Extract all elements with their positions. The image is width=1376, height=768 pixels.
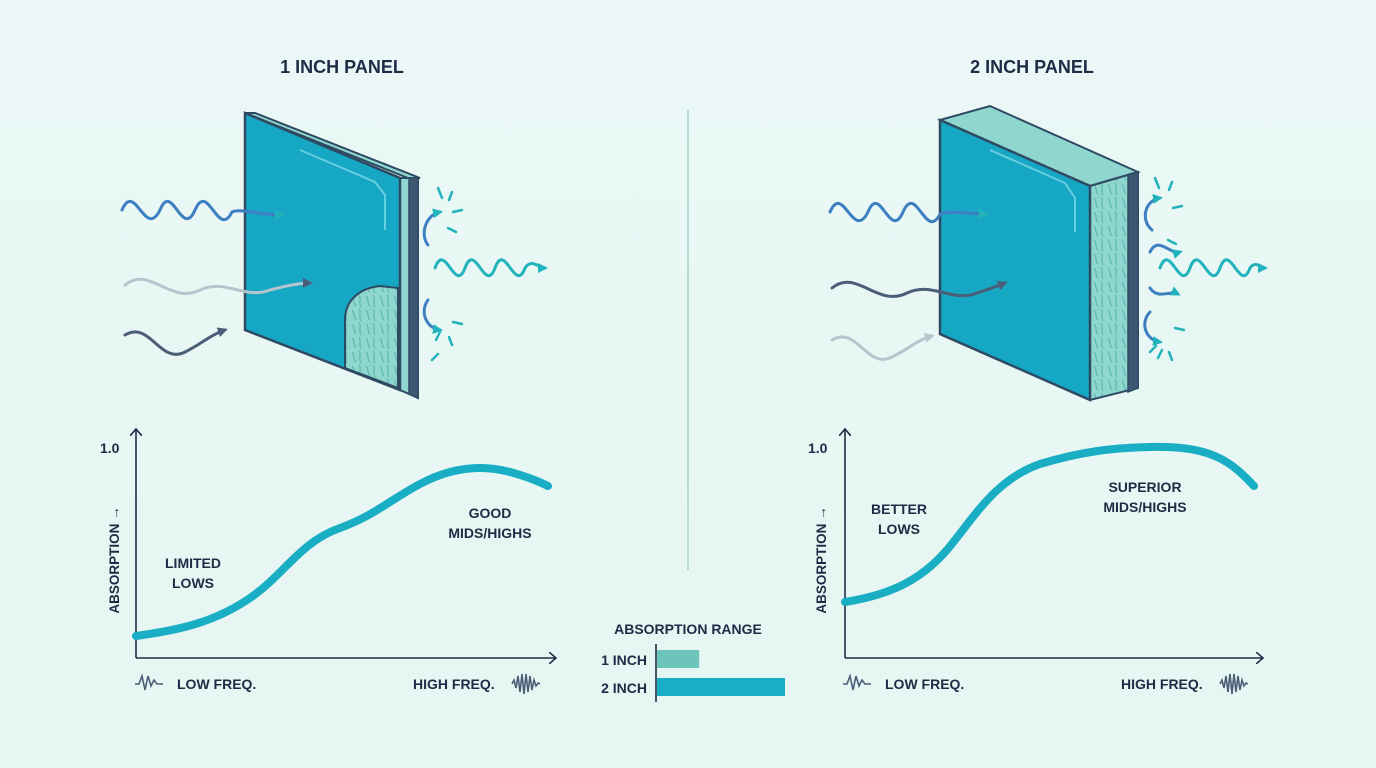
range-title: ABSORPTION RANGE xyxy=(614,621,762,637)
left-low-freq-icon xyxy=(135,673,163,691)
right-mid-wave xyxy=(830,280,1008,298)
right-note-high-2: MIDS/HIGHS xyxy=(1103,499,1186,515)
left-panel-title: 1 INCH PANEL xyxy=(280,57,404,77)
left-incoming-waves xyxy=(120,200,313,356)
left-note-high-1: GOOD xyxy=(469,505,512,521)
absorption-range-legend: ABSORPTION RANGE 1 INCH 2 INCH xyxy=(601,621,785,702)
left-graph: 1.0 ABSORPTION → LIMITED LOWS GOOD MIDS/… xyxy=(100,430,555,695)
right-high-freq-icon xyxy=(1219,673,1249,695)
right-incoming-waves xyxy=(828,202,1008,361)
left-y-max: 1.0 xyxy=(100,440,120,456)
left-cutaway-fiber xyxy=(344,284,399,390)
right-y-label: ABSORPTION → xyxy=(814,506,829,613)
left-y-label: ABSORPTION → xyxy=(107,506,122,613)
left-note-low-1: LIMITED xyxy=(165,555,221,571)
range-bar-1-inch xyxy=(657,650,700,668)
left-reflected-waves xyxy=(422,186,548,362)
left-note-high-2: MIDS/HIGHS xyxy=(448,525,531,541)
left-panel-illustration xyxy=(243,111,421,400)
range-row-1-label: 1 INCH xyxy=(601,652,647,668)
left-low-wave xyxy=(123,327,228,356)
left-low-freq: LOW FREQ. xyxy=(177,676,256,692)
range-bar-2-inch xyxy=(657,678,785,696)
left-high-wave xyxy=(120,200,285,221)
left-high-freq: HIGH FREQ. xyxy=(413,676,495,692)
left-note-low-2: LOWS xyxy=(172,575,214,591)
range-row-2-label: 2 INCH xyxy=(601,680,647,696)
right-note-low-1: BETTER xyxy=(871,501,927,517)
right-panel-title: 2 INCH PANEL xyxy=(970,57,1094,77)
right-panel-illustration xyxy=(937,104,1141,402)
right-absorption-curve xyxy=(841,442,1258,606)
left-high-freq-icon xyxy=(511,673,541,695)
right-low-freq: LOW FREQ. xyxy=(885,676,964,692)
right-y-max: 1.0 xyxy=(808,440,828,456)
right-panel-face xyxy=(938,118,1092,402)
right-reflected-waves xyxy=(1143,176,1268,362)
right-high-wave xyxy=(828,202,989,223)
right-note-high-1: SUPERIOR xyxy=(1108,479,1181,495)
right-low-wave xyxy=(830,332,935,361)
left-absorption-curve xyxy=(132,464,552,640)
right-graph: 1.0 ABSORPTION → BETTER LOWS SUPERIOR MI… xyxy=(808,430,1262,695)
right-note-low-2: LOWS xyxy=(878,521,920,537)
right-high-freq: HIGH FREQ. xyxy=(1121,676,1203,692)
right-low-freq-icon xyxy=(843,673,871,691)
left-mid-wave xyxy=(123,277,313,295)
